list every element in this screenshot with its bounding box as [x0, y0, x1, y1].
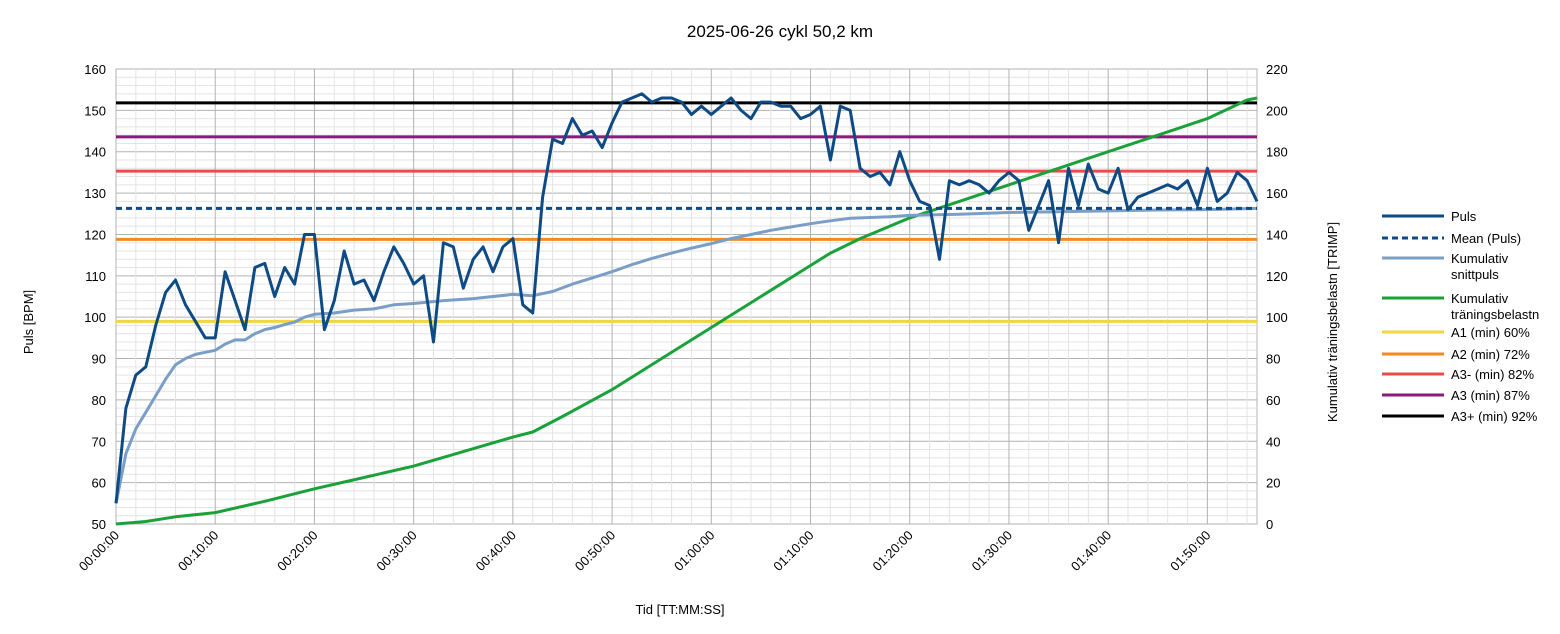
x-tick-label: 01:30:00: [969, 528, 1015, 574]
y2-tick-label: 60: [1266, 393, 1280, 408]
x-tick-label: 00:40:00: [473, 528, 519, 574]
x-tick-label: 00:30:00: [373, 528, 419, 574]
y2-tick-label: 20: [1266, 476, 1280, 491]
plot-area: [115, 68, 1258, 525]
legend-item: A1 (min) 60%: [1382, 325, 1530, 340]
y-tick-label: 140: [84, 145, 106, 160]
legend-label: Kumulativ: [1451, 251, 1509, 266]
x-tick-label: 00:20:00: [274, 528, 320, 574]
y2-tick-label: 160: [1266, 186, 1288, 201]
legend-item: Puls: [1382, 209, 1477, 224]
y-tick-label: 100: [84, 310, 106, 325]
legend-label: Kumulativ: [1451, 291, 1509, 306]
y2-axis-label: Kumulativ träningsbelastn [TRIMP]: [1325, 222, 1340, 422]
y2-tick-label: 140: [1266, 227, 1288, 242]
y-tick-label: 50: [92, 517, 106, 532]
y-tick-label: 120: [84, 227, 106, 242]
x-tick-label: 00:00:00: [76, 528, 122, 574]
y-tick-label: 130: [84, 186, 106, 201]
legend-label: A2 (min) 72%: [1451, 347, 1530, 362]
x-tick-label: 00:50:00: [572, 528, 618, 574]
x-tick-label: 01:10:00: [770, 528, 816, 574]
y2-tick-label: 100: [1266, 310, 1288, 325]
legend-label: Puls: [1451, 209, 1477, 224]
y2-tick-label: 80: [1266, 352, 1280, 367]
legend-label: träningsbelastn: [1451, 307, 1539, 322]
legend-item: Mean (Puls): [1382, 231, 1521, 246]
y-axis-label: Puls [BPM]: [21, 290, 36, 354]
legend-item: A3- (min) 82%: [1382, 367, 1535, 382]
x-tick-label: 01:00:00: [671, 528, 717, 574]
y2-tick-label: 180: [1266, 145, 1288, 160]
x-tick-label: 00:10:00: [175, 528, 221, 574]
legend-label: A1 (min) 60%: [1451, 325, 1530, 340]
legend-label: A3 (min) 87%: [1451, 388, 1530, 403]
x-tick-label: 01:20:00: [869, 528, 915, 574]
legend-label: snittpuls: [1451, 267, 1499, 282]
chart-title: 2025-06-26 cykl 50,2 km: [687, 22, 873, 41]
plot-grid: [115, 68, 1258, 525]
y-tick-label: 90: [92, 352, 106, 367]
legend-label: A3+ (min) 92%: [1451, 409, 1538, 424]
x-tick-label: 01:50:00: [1167, 528, 1213, 574]
x-axis-label: Tid [TT:MM:SS]: [635, 602, 724, 617]
y-tick-label: 110: [85, 269, 106, 284]
x-tick-label: 01:40:00: [1068, 528, 1114, 574]
series-line-puls: [114, 92, 1259, 504]
series-line-kumulativ-snittpuls: [114, 206, 1258, 504]
legend-item: A2 (min) 72%: [1382, 347, 1530, 362]
plot-series: [114, 92, 1259, 526]
y2-tick-label: 40: [1266, 434, 1280, 449]
y-tick-label: 80: [92, 393, 106, 408]
y-tick-label: 70: [92, 434, 106, 449]
y2-tick-label: 0: [1266, 517, 1273, 532]
legend-item: A3+ (min) 92%: [1382, 409, 1538, 424]
y-tick-label: 60: [92, 476, 106, 491]
legend-item: A3 (min) 87%: [1382, 388, 1530, 403]
series-line-kumulativ-tr-ningsbelastn: [115, 96, 1258, 526]
y2-tick-label: 220: [1266, 62, 1288, 77]
legend-label: A3- (min) 82%: [1451, 367, 1535, 382]
y2-tick-label: 200: [1266, 103, 1288, 118]
y2-tick-label: 120: [1266, 269, 1288, 284]
legend-label: Mean (Puls): [1451, 231, 1521, 246]
y-tick-label: 150: [84, 103, 106, 118]
y-tick-label: 160: [84, 62, 106, 77]
